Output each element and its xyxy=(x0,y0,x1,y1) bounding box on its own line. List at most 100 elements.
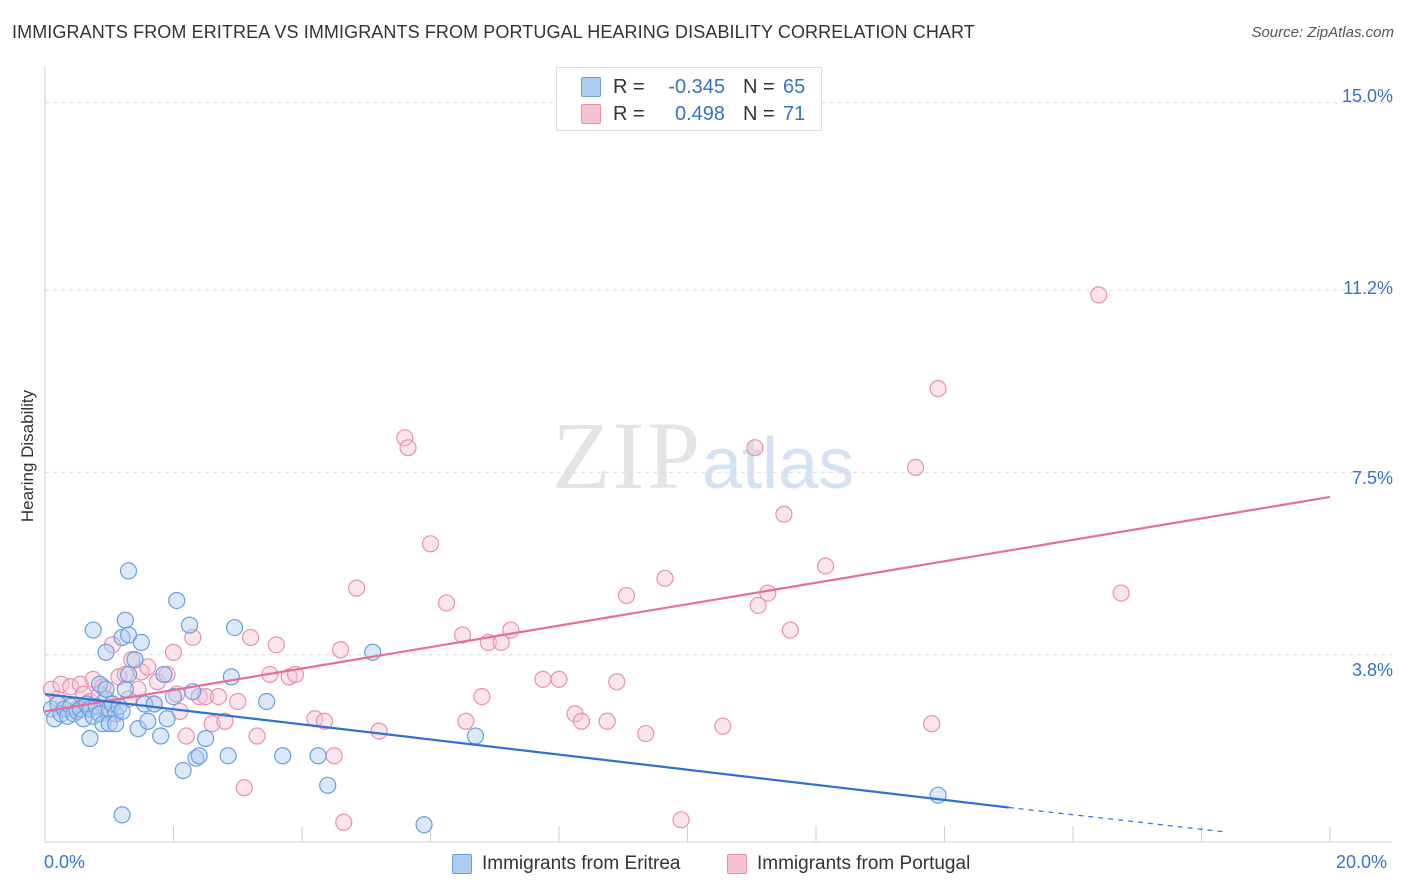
eritrea-point-61 xyxy=(113,806,131,824)
eritrea-point-43 xyxy=(155,665,173,684)
portugal-point-46 xyxy=(331,641,350,659)
eritrea-point-63 xyxy=(466,727,485,745)
portugal-point-68 xyxy=(656,569,674,587)
portugal-legend-label: Immigrants from Portugal xyxy=(757,853,971,874)
eritrea-point-56 xyxy=(274,747,292,765)
watermark-zip: ZIP xyxy=(552,402,702,509)
legend-row-eritrea: R = -0.345 N = 65 xyxy=(581,74,805,100)
portugal-point-72 xyxy=(749,596,767,615)
portugal-point-66 xyxy=(617,586,636,605)
eritrea-point-27 xyxy=(113,702,131,720)
portugal-point-44 xyxy=(315,712,334,730)
portugal-point-6 xyxy=(71,675,89,693)
portugal-point-33 xyxy=(209,687,228,706)
y-tick-label-3-8: 3.8% xyxy=(1351,660,1393,680)
eritrea-point-47 xyxy=(180,616,199,634)
eritrea-trend-line xyxy=(44,693,1009,809)
portugal-point-36 xyxy=(235,779,253,797)
portugal-point-52 xyxy=(421,535,440,553)
eritrea-point-46 xyxy=(174,761,192,780)
x-tick-label-max: 20.0% xyxy=(1336,852,1388,872)
eritrea-point-58 xyxy=(319,776,337,794)
portugal-point-51 xyxy=(399,439,417,457)
series-legend: Immigrants from Eritrea Immigrants from … xyxy=(0,851,1406,879)
portugal-point-67 xyxy=(637,724,655,743)
portugal-swatch xyxy=(581,104,601,124)
eritrea-point-42 xyxy=(158,710,176,728)
portugal-point-31 xyxy=(197,687,215,706)
portugal-point-73 xyxy=(759,584,777,602)
portugal-point-40 xyxy=(267,636,285,654)
eritrea-point-45 xyxy=(168,591,186,610)
portugal-point-48 xyxy=(348,579,366,597)
n-value: 65 xyxy=(783,75,806,98)
eritrea-point-41 xyxy=(152,727,170,745)
x-tick-label-min: 0.0% xyxy=(44,852,86,872)
legend-item-portugal: Immigrants from Portugal xyxy=(727,853,970,875)
portugal-legend-swatch xyxy=(727,854,747,874)
n-label: N = xyxy=(743,102,775,125)
eritrea-point-28 xyxy=(116,680,134,698)
y-tick-label-7-5: 7.5% xyxy=(1351,468,1393,488)
eritrea-point-50 xyxy=(190,747,208,765)
portugal-point-56 xyxy=(473,687,491,706)
eritrea-point-55 xyxy=(258,692,276,711)
portugal-point-65 xyxy=(608,673,626,691)
portugal-point-77 xyxy=(906,458,925,476)
eritrea-point-39 xyxy=(139,712,157,730)
legend-row-portugal: R = 0.498 N = 71 xyxy=(581,101,805,127)
eritrea-legend-label: Immigrants from Eritrea xyxy=(482,853,681,874)
source-label: Source: ZipAtlas.com xyxy=(1251,24,1394,41)
eritrea-point-54 xyxy=(225,618,244,637)
r-value: 0.498 xyxy=(674,102,725,125)
eritrea-point-25 xyxy=(100,715,118,733)
portugal-point-50 xyxy=(396,429,414,447)
eritrea-point-49 xyxy=(187,749,205,767)
n-value: 71 xyxy=(783,102,806,125)
portugal-point-32 xyxy=(203,715,221,733)
eritrea-point-35 xyxy=(132,633,150,651)
eritrea-point-22 xyxy=(81,729,99,748)
portugal-point-55 xyxy=(457,712,475,730)
portugal-point-69 xyxy=(672,811,690,829)
r-label: R = xyxy=(613,102,645,125)
portugal-point-38 xyxy=(248,727,266,745)
eritrea-point-52 xyxy=(219,747,237,765)
eritrea-point-60 xyxy=(119,562,138,580)
n-label: N = xyxy=(743,75,775,98)
eritrea-trend-extension xyxy=(1008,806,1228,833)
legend-item-eritrea: Immigrants from Eritrea xyxy=(452,853,680,875)
portugal-point-79 xyxy=(923,715,941,733)
eritrea-point-44 xyxy=(164,687,183,706)
eritrea-point-24 xyxy=(97,680,115,698)
eritrea-point-62 xyxy=(415,816,433,834)
portugal-point-53 xyxy=(437,594,456,612)
portugal-point-49 xyxy=(370,722,388,740)
portugal-point-70 xyxy=(714,717,732,735)
portugal-point-37 xyxy=(242,628,260,647)
portugal-point-80 xyxy=(1090,286,1108,304)
chart-title: IMMIGRANTS FROM ERITREA VS IMMIGRANTS FR… xyxy=(12,22,975,42)
portugal-point-78 xyxy=(929,379,947,398)
y-axis-title: Hearing Disability xyxy=(18,389,37,523)
eritrea-point-29 xyxy=(119,665,138,684)
portugal-point-63 xyxy=(572,712,591,730)
portugal-point-71 xyxy=(746,439,764,457)
portugal-point-25 xyxy=(164,643,183,661)
portugal-trend-line xyxy=(44,495,1331,713)
watermark-atlas: atlas xyxy=(702,424,855,504)
eritrea-point-34 xyxy=(119,626,138,644)
eritrea-point-33 xyxy=(116,611,134,629)
correlation-legend: R = -0.345 N = 65 R = 0.498 N = 71 xyxy=(556,67,822,131)
y-tick-label-15-0: 15.0% xyxy=(1341,86,1393,106)
portugal-point-0 xyxy=(42,680,61,698)
zipatlas-watermark: ZIPatlas xyxy=(552,400,854,511)
r-label: R = xyxy=(613,75,645,98)
portugal-point-19 xyxy=(129,680,147,698)
portugal-point-76 xyxy=(817,557,835,575)
portugal-point-75 xyxy=(781,621,799,639)
portugal-point-54 xyxy=(454,626,472,644)
r-value: -0.345 xyxy=(668,75,725,98)
portugal-point-74 xyxy=(775,505,793,523)
